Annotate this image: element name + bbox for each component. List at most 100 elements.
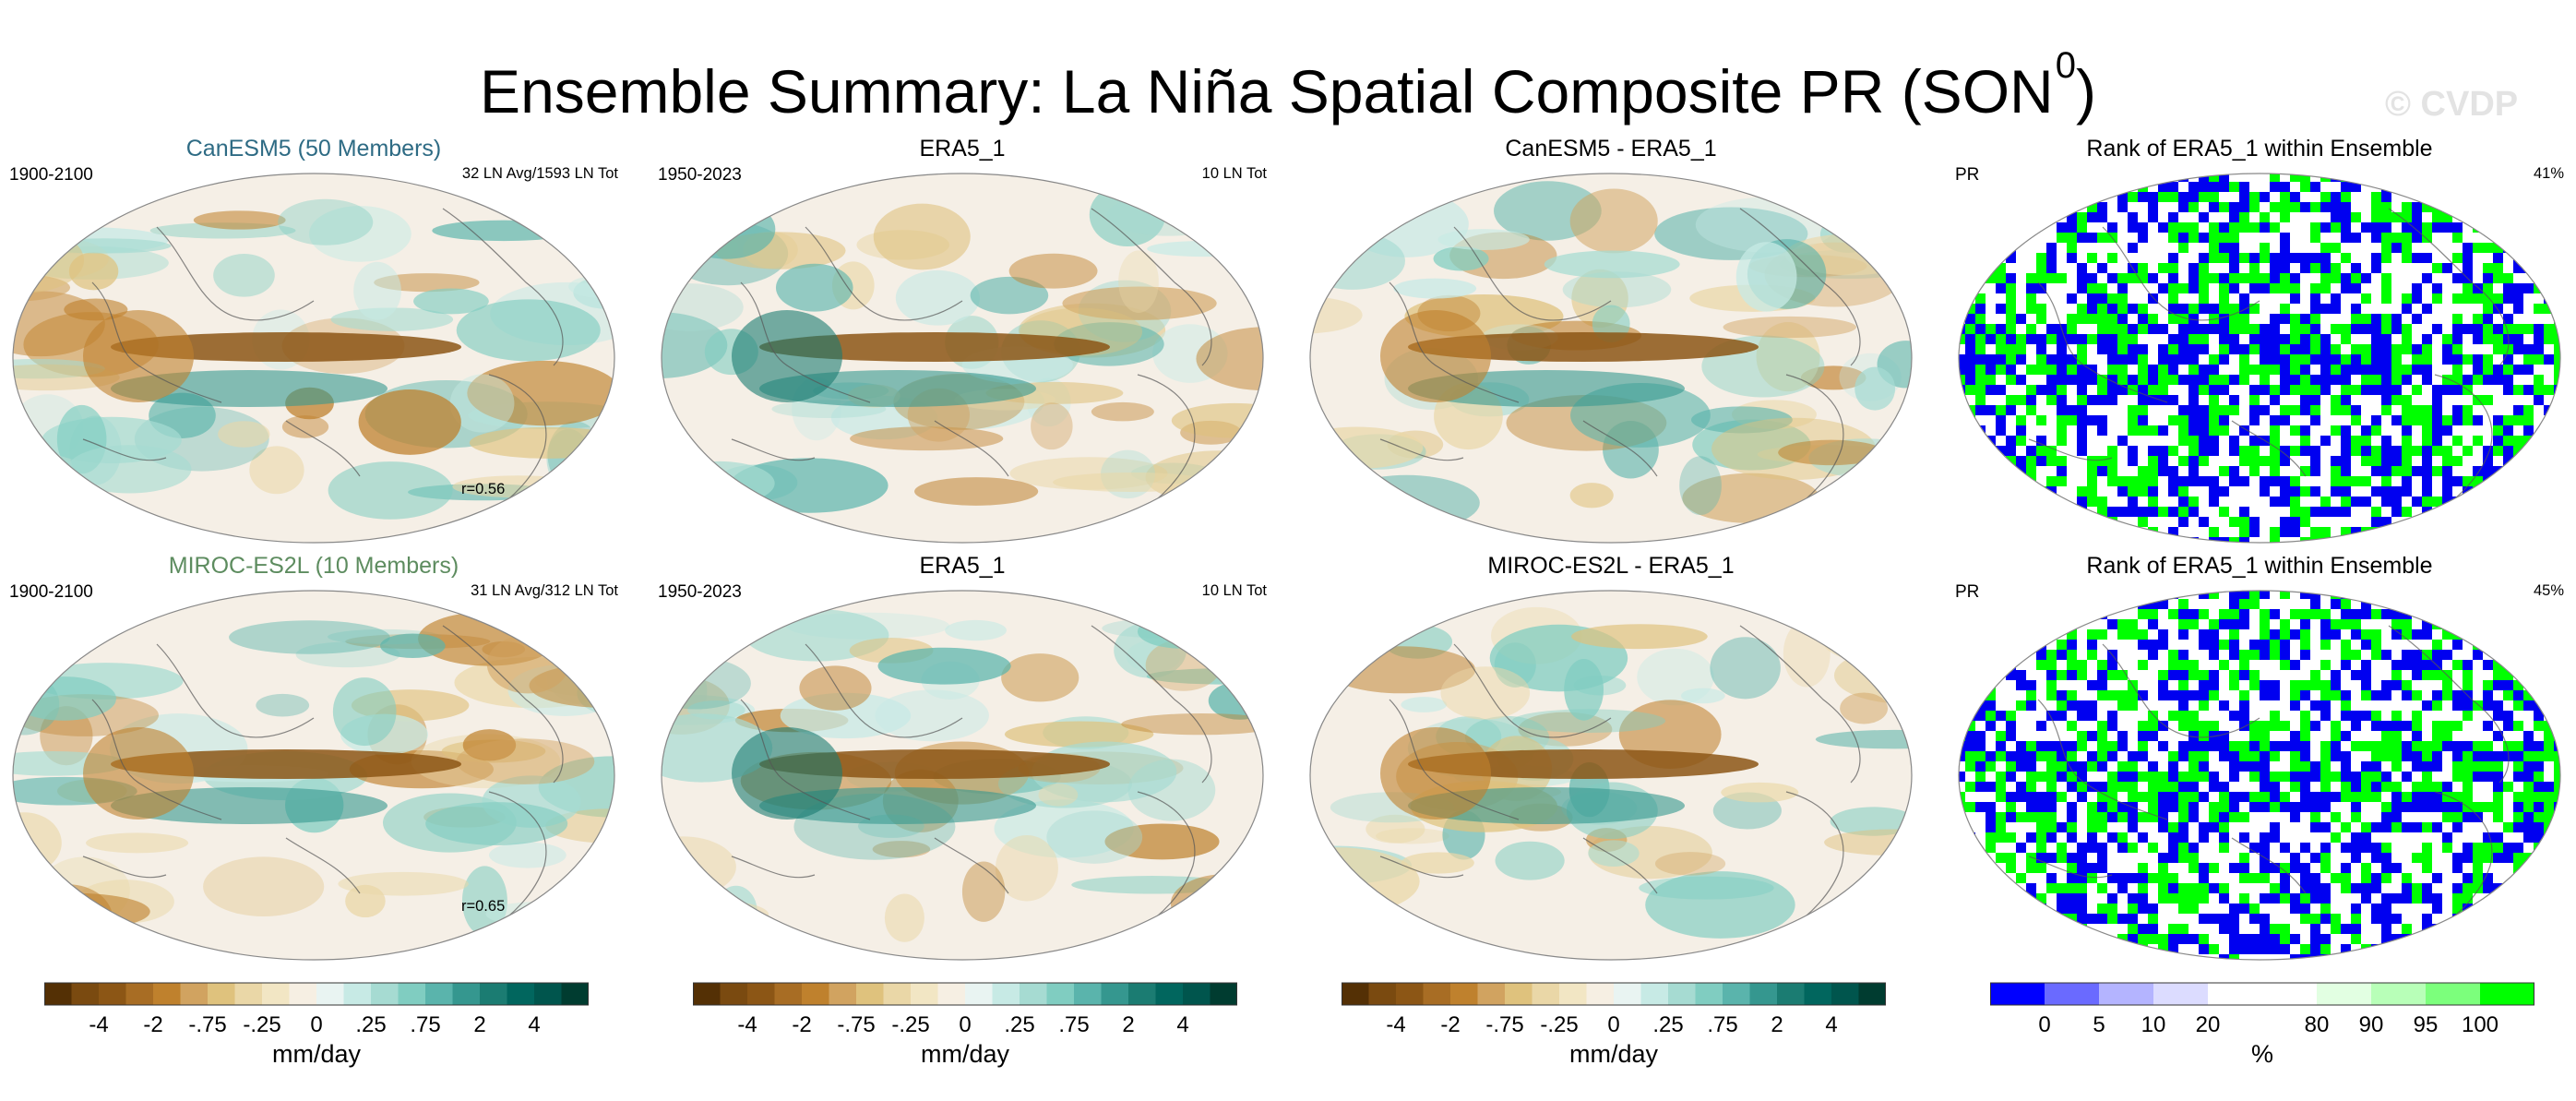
colorbar-swatch — [480, 983, 507, 1005]
map-diff-row1 — [1306, 172, 1915, 549]
colorbar-swatch — [1749, 983, 1778, 1005]
colorbar-swatch — [71, 983, 100, 1005]
colorbar-swatch — [1477, 983, 1506, 1005]
colorbar-swatch — [2317, 983, 2372, 1005]
colorbar-swatch — [262, 983, 290, 1005]
panel-model-row1: CanESM5 (50 Members) 1900-2100 32 LN Avg… — [9, 135, 618, 544]
colorbar-tick-label: -.75 — [837, 1012, 876, 1037]
colorbar-swatch — [747, 983, 775, 1005]
colorbar-tick-label: 2 — [1771, 1012, 1783, 1037]
panel-rank-row2: Rank of ERA5_1 within Ensemble PR 45% — [1955, 552, 2564, 961]
colorbar-tick-label: -.75 — [188, 1012, 227, 1037]
colorbar-model: -4 -2 -.75 -.25 0 .25 .75 2 4 mm/day — [44, 981, 589, 1101]
map-canvas — [1958, 590, 2561, 961]
colorbar-unit: mm/day — [920, 1040, 1010, 1068]
map-canvas — [661, 173, 1264, 544]
colorbar-diff: -4 -2 -.75 -.25 0 .25 .75 2 4 mm/day — [1342, 981, 1886, 1101]
colorbar-swatch — [1586, 983, 1615, 1005]
colorbar-tick-label: -.75 — [1485, 1012, 1524, 1037]
period-label: 1950-2023 — [658, 582, 742, 602]
colorbar-swatch — [774, 983, 803, 1005]
panel-title: Rank of ERA5_1 within Ensemble — [2086, 553, 2433, 579]
variable-label: PR — [1955, 165, 1980, 185]
colorbar-tick-label: -4 — [1386, 1012, 1406, 1037]
variable-label: PR — [1955, 582, 1980, 602]
colorbar-tick-label: 0 — [1607, 1012, 1620, 1037]
colorbar-swatch — [561, 983, 589, 1005]
colorbar-swatch — [1342, 983, 1369, 1005]
panel-diff-row2: MIROC-ES2L - ERA5_1 — [1306, 552, 1915, 961]
colorbar-swatch — [2426, 983, 2481, 1005]
colorbar-swatches — [1990, 982, 2534, 1006]
colorbar-swatch — [1505, 983, 1532, 1005]
panel-rank-row1: Rank of ERA5_1 within Ensemble PR 41% — [1955, 135, 2564, 544]
map-canvas — [661, 590, 1264, 961]
map-obs-row2 — [658, 589, 1267, 966]
colorbar-tick-label: -2 — [1440, 1012, 1461, 1037]
colorbar-tick-label: .75 — [1707, 1012, 1738, 1037]
map-canvas — [12, 173, 615, 544]
correlation-label: r=0.65 — [461, 898, 506, 915]
colorbar-tick-label: 100 — [2461, 1012, 2499, 1037]
panel-title: CanESM5 - ERA5_1 — [1505, 136, 1717, 162]
period-label: 1900-2100 — [9, 165, 93, 185]
colorbar-swatch — [937, 983, 966, 1005]
colorbar-swatch — [1831, 983, 1859, 1005]
colorbar-tick-label: .25 — [355, 1012, 387, 1037]
map-rank-row1 — [1955, 172, 2564, 549]
stat-label: 32 LN Avg/1593 LN Tot — [461, 165, 618, 182]
cvdp-watermark: © CVDP — [2385, 85, 2519, 124]
colorbar-swatch — [1101, 983, 1129, 1005]
colorbar-swatch — [289, 983, 317, 1005]
colorbar-swatch — [507, 983, 535, 1005]
colorbar-swatch — [1723, 983, 1750, 1005]
stat-label: 10 LN Tot — [1201, 582, 1267, 599]
map-diff-row2 — [1306, 589, 1915, 966]
map-obs-row1 — [658, 172, 1267, 549]
correlation-label: r=0.56 — [461, 481, 506, 497]
colorbar-unit: % — [2250, 1040, 2273, 1068]
colorbar-swatch — [1990, 983, 2045, 1005]
colorbar-swatch — [425, 983, 453, 1005]
colorbar-swatches — [44, 982, 589, 1006]
colorbar-swatch — [1423, 983, 1451, 1005]
colorbar-swatch — [2045, 983, 2100, 1005]
panel-model-row2: MIROC-ES2L (10 Members) 1900-2100 31 LN … — [9, 552, 618, 961]
colorbar-swatch — [1450, 983, 1478, 1005]
colorbar-tick-label: 4 — [528, 1012, 541, 1037]
colorbar-tick-label: .25 — [1004, 1012, 1035, 1037]
panel-title: ERA5_1 — [919, 136, 1006, 162]
colorbar-tick-label: 5 — [2093, 1012, 2105, 1037]
panel-title: MIROC-ES2L - ERA5_1 — [1487, 553, 1735, 579]
colorbar-swatch — [965, 983, 993, 1005]
colorbar-swatch — [398, 983, 426, 1005]
figure-title: Ensemble Summary: La Niña Spatial Compos… — [480, 45, 2096, 126]
panel-title: Rank of ERA5_1 within Ensemble — [2086, 136, 2433, 162]
map-rank-row2 — [1955, 589, 2564, 966]
colorbar-swatch — [883, 983, 912, 1005]
colorbar-swatch — [234, 983, 263, 1005]
colorbar-swatch — [1614, 983, 1641, 1005]
colorbar-tick-label: 0 — [2038, 1012, 2051, 1037]
stat-label: 31 LN Avg/312 LN Tot — [471, 582, 618, 599]
map-canvas — [1958, 173, 2561, 544]
map-canvas — [1309, 173, 1913, 544]
colorbar-swatch — [1020, 983, 1047, 1005]
panel-diff-row1: CanESM5 - ERA5_1 — [1306, 135, 1915, 544]
colorbar-swatch — [534, 983, 562, 1005]
colorbar-swatch — [1368, 983, 1397, 1005]
colorbar-tick-label: .75 — [1058, 1012, 1090, 1037]
colorbar-swatch — [992, 983, 1020, 1005]
colorbar-swatch — [1858, 983, 1886, 1005]
colorbar-swatches — [1342, 982, 1886, 1006]
colorbar-tick-label: -.25 — [1540, 1012, 1579, 1037]
colorbar-swatch — [1559, 983, 1587, 1005]
panel-obs-row1: ERA5_1 1950-2023 10 LN Tot — [658, 135, 1267, 544]
panel-title: MIROC-ES2L (10 Members) — [168, 553, 459, 579]
colorbar-swatch — [1046, 983, 1075, 1005]
colorbar-swatch — [2371, 983, 2427, 1005]
colorbar-swatch — [2099, 983, 2154, 1005]
colorbar-swatch — [316, 983, 344, 1005]
stat-label: 10 LN Tot — [1201, 165, 1267, 182]
colorbar-tick-label: .75 — [410, 1012, 441, 1037]
